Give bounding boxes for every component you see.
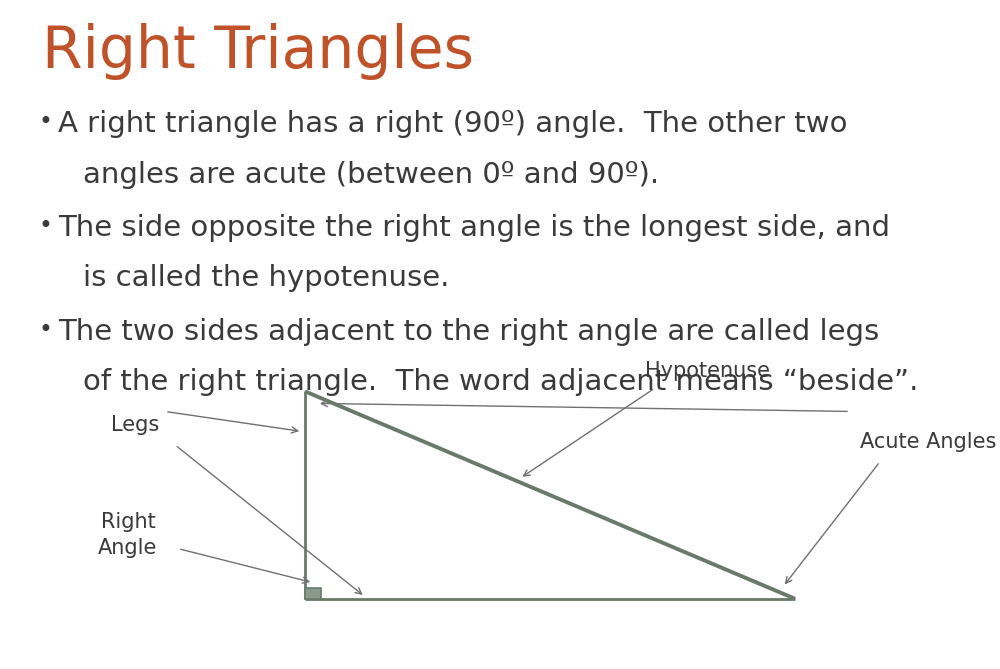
Text: Acute Angles: Acute Angles: [860, 432, 996, 452]
Text: Right Triangles: Right Triangles: [42, 23, 474, 80]
Text: •: •: [38, 214, 52, 238]
Text: Hypotenuse: Hypotenuse: [645, 361, 770, 381]
Bar: [305, 588, 321, 599]
Text: •: •: [38, 318, 52, 342]
Text: The side opposite the right angle is the longest side, and: The side opposite the right angle is the…: [58, 214, 890, 242]
Text: Legs: Legs: [111, 415, 159, 435]
Text: Right
Angle: Right Angle: [98, 512, 158, 558]
Text: of the right triangle.  The word adjacent means “beside”.: of the right triangle. The word adjacent…: [83, 368, 918, 396]
Text: The two sides adjacent to the right angle are called legs: The two sides adjacent to the right angl…: [58, 318, 879, 346]
Text: angles are acute (between 0º and 90º).: angles are acute (between 0º and 90º).: [83, 161, 659, 189]
Text: A right triangle has a right (90º) angle.  The other two: A right triangle has a right (90º) angle…: [58, 110, 848, 138]
Text: is called the hypotenuse.: is called the hypotenuse.: [83, 264, 449, 292]
Text: •: •: [38, 110, 52, 134]
